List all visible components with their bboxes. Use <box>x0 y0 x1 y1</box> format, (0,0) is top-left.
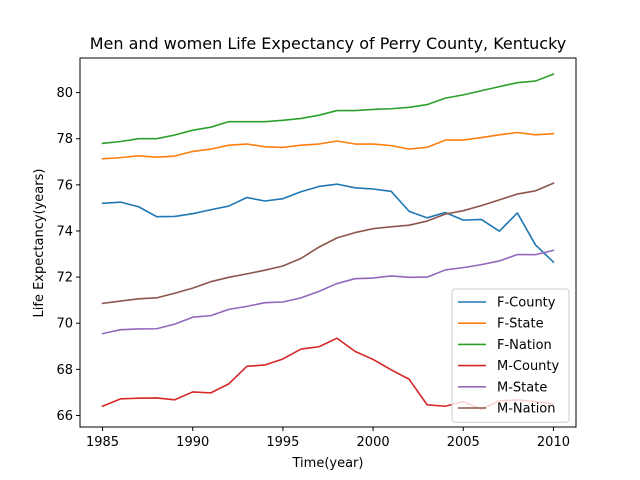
x-tick-label: 1990 <box>176 435 209 450</box>
y-axis-title: Life Expectancy(years) <box>32 169 47 318</box>
x-tick-label: 1985 <box>86 435 119 450</box>
y-tick-label: 72 <box>56 271 73 286</box>
y-tick-label: 74 <box>56 224 73 239</box>
legend-label: F-County <box>497 296 556 311</box>
series-line-f-nation <box>101 73 555 145</box>
legend-label: F-Nation <box>497 338 552 353</box>
y-tick-label: 68 <box>56 363 73 378</box>
y-tick-label: 66 <box>56 409 73 424</box>
series-line-f-county <box>101 183 555 264</box>
axes-frame <box>79 57 577 428</box>
y-tick-label: 70 <box>56 317 73 332</box>
x-tick-label: 2005 <box>447 435 480 450</box>
x-tick-label: 2010 <box>537 435 570 450</box>
legend-label: M-Nation <box>497 402 556 417</box>
y-tick-label: 78 <box>56 132 73 147</box>
plot-area <box>101 73 555 411</box>
legend-label: M-State <box>497 380 547 395</box>
series-line-m-nation <box>101 182 555 305</box>
series-line-m-state <box>101 249 555 335</box>
y-tick-label: 76 <box>56 178 73 193</box>
y-tick-label: 80 <box>56 86 73 101</box>
series-line-f-state <box>101 131 555 160</box>
x-tick-label: 1995 <box>266 435 299 450</box>
x-axis-title: Time(year) <box>292 456 364 471</box>
legend: F-County F-State F-Nation M-County M-State M-… <box>451 288 570 423</box>
legend-label: M-County <box>497 359 560 374</box>
legend-label: F-State <box>497 317 544 332</box>
chart-title: Men and women Life Expectancy of Perry C… <box>90 34 567 53</box>
x-tick-label: 2000 <box>357 435 390 450</box>
legend-box <box>451 288 570 423</box>
axes: 1985 1990 1995 2000 2005 2010 66 68 70 72 74 76 78 80 <box>56 57 577 450</box>
